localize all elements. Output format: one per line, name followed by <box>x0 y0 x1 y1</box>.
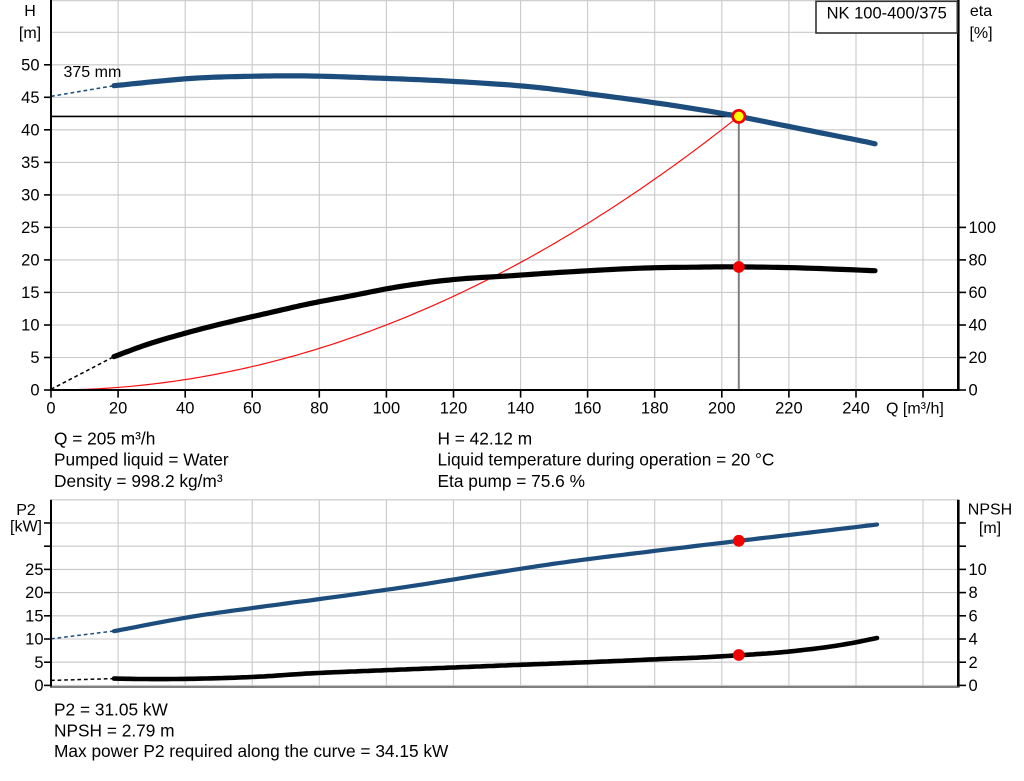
svg-text:25: 25 <box>21 219 39 237</box>
svg-text:35: 35 <box>21 154 39 172</box>
svg-text:180: 180 <box>641 400 669 418</box>
svg-text:Q = 205 m³/h: Q = 205 m³/h <box>54 429 155 449</box>
svg-text:0: 0 <box>30 382 39 400</box>
svg-text:220: 220 <box>775 400 803 418</box>
svg-text:25: 25 <box>25 561 43 579</box>
svg-text:40: 40 <box>969 317 987 335</box>
svg-text:Max power P2 required along th: Max power P2 required along the curve = … <box>54 741 449 761</box>
svg-text:NK 100-400/375: NK 100-400/375 <box>827 5 947 23</box>
svg-text:Density = 998.2 kg/m³: Density = 998.2 kg/m³ <box>54 471 223 491</box>
svg-text:50: 50 <box>21 56 39 74</box>
svg-text:200: 200 <box>708 400 736 418</box>
svg-text:eta: eta <box>970 3 992 20</box>
svg-text:NPSH = 2.79 m: NPSH = 2.79 m <box>54 720 175 740</box>
svg-text:20: 20 <box>969 349 987 367</box>
svg-text:45: 45 <box>21 89 39 107</box>
svg-text:[m]: [m] <box>979 520 1001 537</box>
svg-text:Liquid temperature during oper: Liquid temperature during operation = 20… <box>438 450 775 470</box>
svg-text:30: 30 <box>21 187 39 205</box>
svg-text:Pumped liquid = Water: Pumped liquid = Water <box>54 450 229 470</box>
svg-text:60: 60 <box>969 284 987 302</box>
svg-text:Q [m³/h]: Q [m³/h] <box>886 401 944 418</box>
svg-text:6: 6 <box>969 607 978 625</box>
svg-text:2: 2 <box>969 654 978 672</box>
svg-text:120: 120 <box>440 400 468 418</box>
svg-text:0: 0 <box>969 677 978 695</box>
svg-text:NPSH: NPSH <box>968 502 1012 519</box>
svg-text:40: 40 <box>21 121 39 139</box>
svg-text:140: 140 <box>507 400 535 418</box>
svg-text:Eta pump = 75.6 %: Eta pump = 75.6 % <box>438 471 585 491</box>
svg-text:80: 80 <box>310 400 328 418</box>
svg-text:P2: P2 <box>16 502 36 519</box>
svg-text:P2 = 31.05 kW: P2 = 31.05 kW <box>54 700 169 720</box>
svg-text:15: 15 <box>25 607 43 625</box>
svg-text:H: H <box>24 3 36 20</box>
svg-text:375 mm: 375 mm <box>64 64 122 81</box>
svg-text:5: 5 <box>34 654 43 672</box>
svg-text:10: 10 <box>21 317 39 335</box>
svg-text:40: 40 <box>176 400 194 418</box>
svg-text:[kW]: [kW] <box>10 519 42 536</box>
svg-text:10: 10 <box>969 561 987 579</box>
svg-text:0: 0 <box>46 400 55 418</box>
svg-text:60: 60 <box>243 400 261 418</box>
svg-text:[%]: [%] <box>969 25 992 42</box>
svg-text:160: 160 <box>574 400 602 418</box>
svg-text:100: 100 <box>373 400 401 418</box>
svg-text:20: 20 <box>21 252 39 270</box>
svg-text:80: 80 <box>969 252 987 270</box>
svg-text:0: 0 <box>34 677 43 695</box>
svg-text:10: 10 <box>25 631 43 649</box>
svg-text:8: 8 <box>969 584 978 602</box>
svg-text:100: 100 <box>969 219 997 237</box>
svg-text:240: 240 <box>842 400 870 418</box>
svg-text:0: 0 <box>969 382 978 400</box>
svg-text:20: 20 <box>25 584 43 602</box>
svg-text:5: 5 <box>30 349 39 367</box>
svg-text:H = 42.12 m: H = 42.12 m <box>438 429 533 449</box>
svg-text:[m]: [m] <box>19 25 41 42</box>
svg-text:15: 15 <box>21 284 39 302</box>
svg-text:4: 4 <box>969 631 978 649</box>
svg-text:20: 20 <box>109 400 127 418</box>
